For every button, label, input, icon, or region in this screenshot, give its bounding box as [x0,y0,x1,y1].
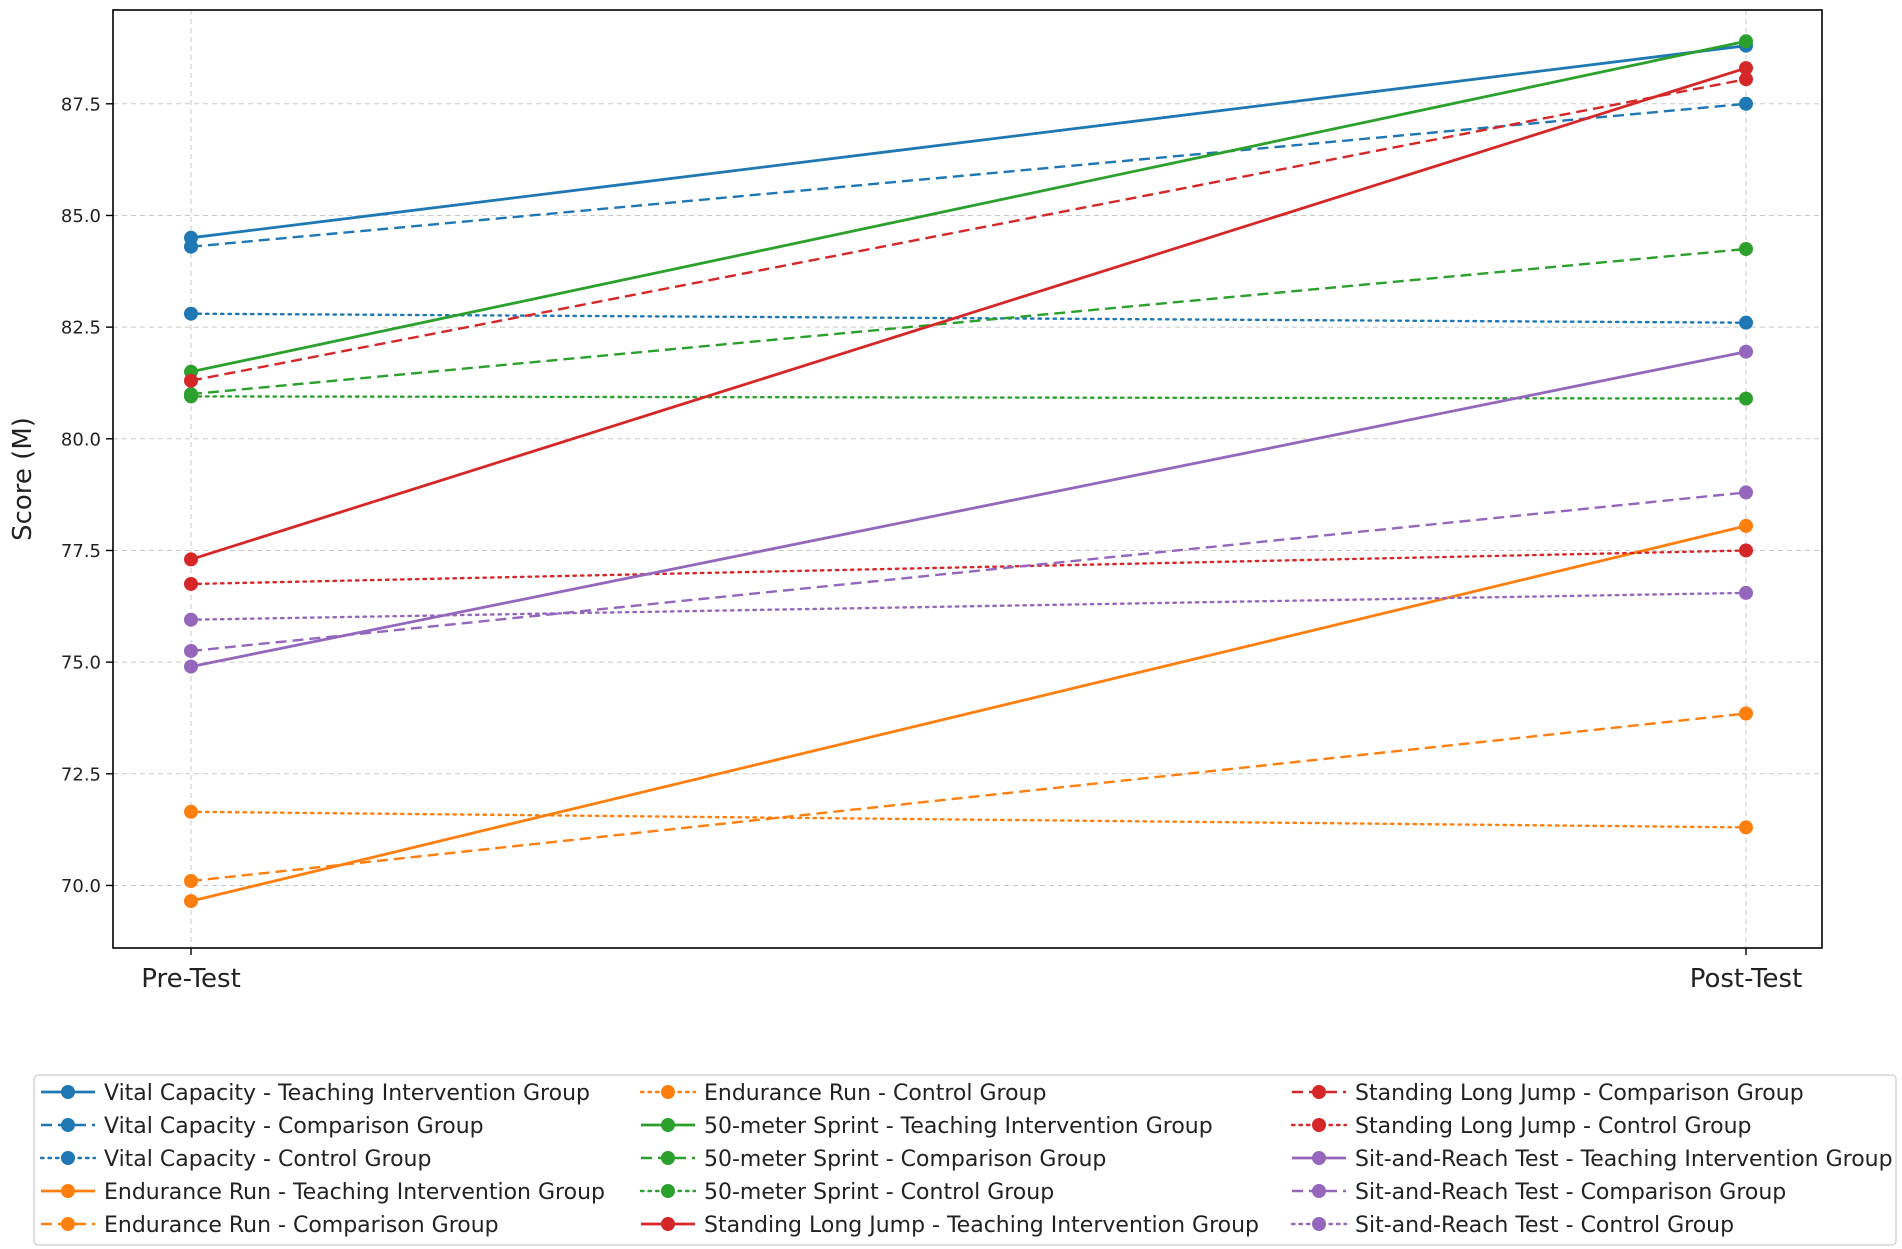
legend-label: 50-meter Sprint - Comparison Group [704,1147,1106,1172]
data-points [184,34,1753,909]
data-point [1739,34,1753,49]
data-point [1739,706,1753,721]
legend-label: Endurance Run - Control Group [704,1081,1046,1106]
data-point [184,894,198,909]
legend-marker [661,1184,675,1198]
data-point [184,612,198,627]
data-point [184,659,198,674]
x-tick-label: Pre-Test [141,964,241,994]
data-point [184,576,198,591]
data-point [184,373,198,388]
y-tick-label: 80.0 [61,429,101,450]
data-point [1739,585,1753,600]
legend-label: Sit-and-Reach Test - Control Group [1355,1213,1734,1238]
series-line [190,247,1747,396]
series-line [190,712,1747,883]
legend-marker [61,1184,75,1198]
y-tick-label: 85.0 [61,206,101,227]
series-line [189,591,1748,621]
series-line [189,810,1748,829]
legend-label: 50-meter Sprint - Control Group [704,1180,1054,1205]
legend-marker [61,1118,75,1132]
data-point [1739,61,1753,76]
legend-marker [661,1085,675,1099]
data-point [1739,241,1753,256]
y-tick-label: 82.5 [61,318,101,339]
series-lines [189,39,1748,903]
legend-frame [33,1074,1897,1246]
data-point [1739,72,1753,87]
series-line [190,102,1747,248]
legend-label: Vital Capacity - Teaching Intervention G… [104,1081,590,1106]
series-line [189,549,1748,586]
series-line [190,78,1747,382]
legend-marker [1312,1085,1326,1099]
legend-label: Vital Capacity - Comparison Group [104,1114,484,1139]
legend-marker [661,1151,675,1165]
series-line [190,39,1747,374]
x-tick-label: Post-Test [1690,964,1803,994]
legend-label: Sit-and-Reach Test - Teaching Interventi… [1355,1147,1893,1172]
x-axis-ticks: Pre-Test Post-Test [141,948,1802,994]
y-tick-label: 87.5 [61,94,101,115]
y-tick-label: 72.5 [61,764,101,785]
y-tick-label: 75.0 [61,653,101,674]
legend-label: 50-meter Sprint - Teaching Intervention … [704,1114,1213,1139]
legend-marker [661,1118,675,1132]
y-tick-label: 70.0 [61,876,101,897]
legend-marker [1312,1184,1326,1198]
y-axis-ticks: 70.0 72.5 75.0 77.5 80.0 82.5 85.0 87.5 [61,94,113,897]
data-point [1739,391,1753,406]
legend-label: Standing Long Jump - Comparison Group [1355,1081,1804,1106]
data-point [1739,485,1753,500]
legend: Vital Capacity - Teaching Intervention G… [33,1074,1897,1246]
series-line [190,491,1747,653]
data-point [184,389,198,404]
legend-marker [61,1151,75,1165]
legend-marker [661,1217,675,1231]
data-point [184,552,198,567]
y-tick-label: 77.5 [61,541,101,562]
data-point [184,306,198,321]
data-point [184,239,198,254]
legend-marker [1312,1118,1326,1132]
data-point [1739,518,1753,533]
y-axis-label: Score (M) [8,417,38,541]
data-point [1739,344,1753,359]
data-point [1739,96,1753,111]
plot-frame [112,9,1823,949]
data-point [1739,315,1753,330]
data-point [184,643,198,658]
legend-label: Endurance Run - Comparison Group [104,1213,499,1238]
series-line [190,350,1747,668]
gridlines [113,10,1822,948]
legend-marker [1312,1217,1326,1231]
legend-label: Vital Capacity - Control Group [104,1147,431,1172]
data-point [1739,543,1753,558]
legend-label: Sit-and-Reach Test - Comparison Group [1355,1180,1786,1205]
series-line [190,66,1747,561]
legend-label: Standing Long Jump - Teaching Interventi… [704,1213,1259,1238]
legend-marker [61,1085,75,1099]
data-point [184,874,198,888]
legend-marker [61,1217,75,1231]
legend-label: Endurance Run - Teaching Intervention Gr… [104,1180,605,1205]
data-point [1739,820,1753,835]
data-point [184,804,198,819]
series-line [190,44,1747,240]
legend-marker [1312,1151,1326,1165]
series-line [190,524,1747,903]
legend-label: Standing Long Jump - Control Group [1355,1114,1751,1139]
